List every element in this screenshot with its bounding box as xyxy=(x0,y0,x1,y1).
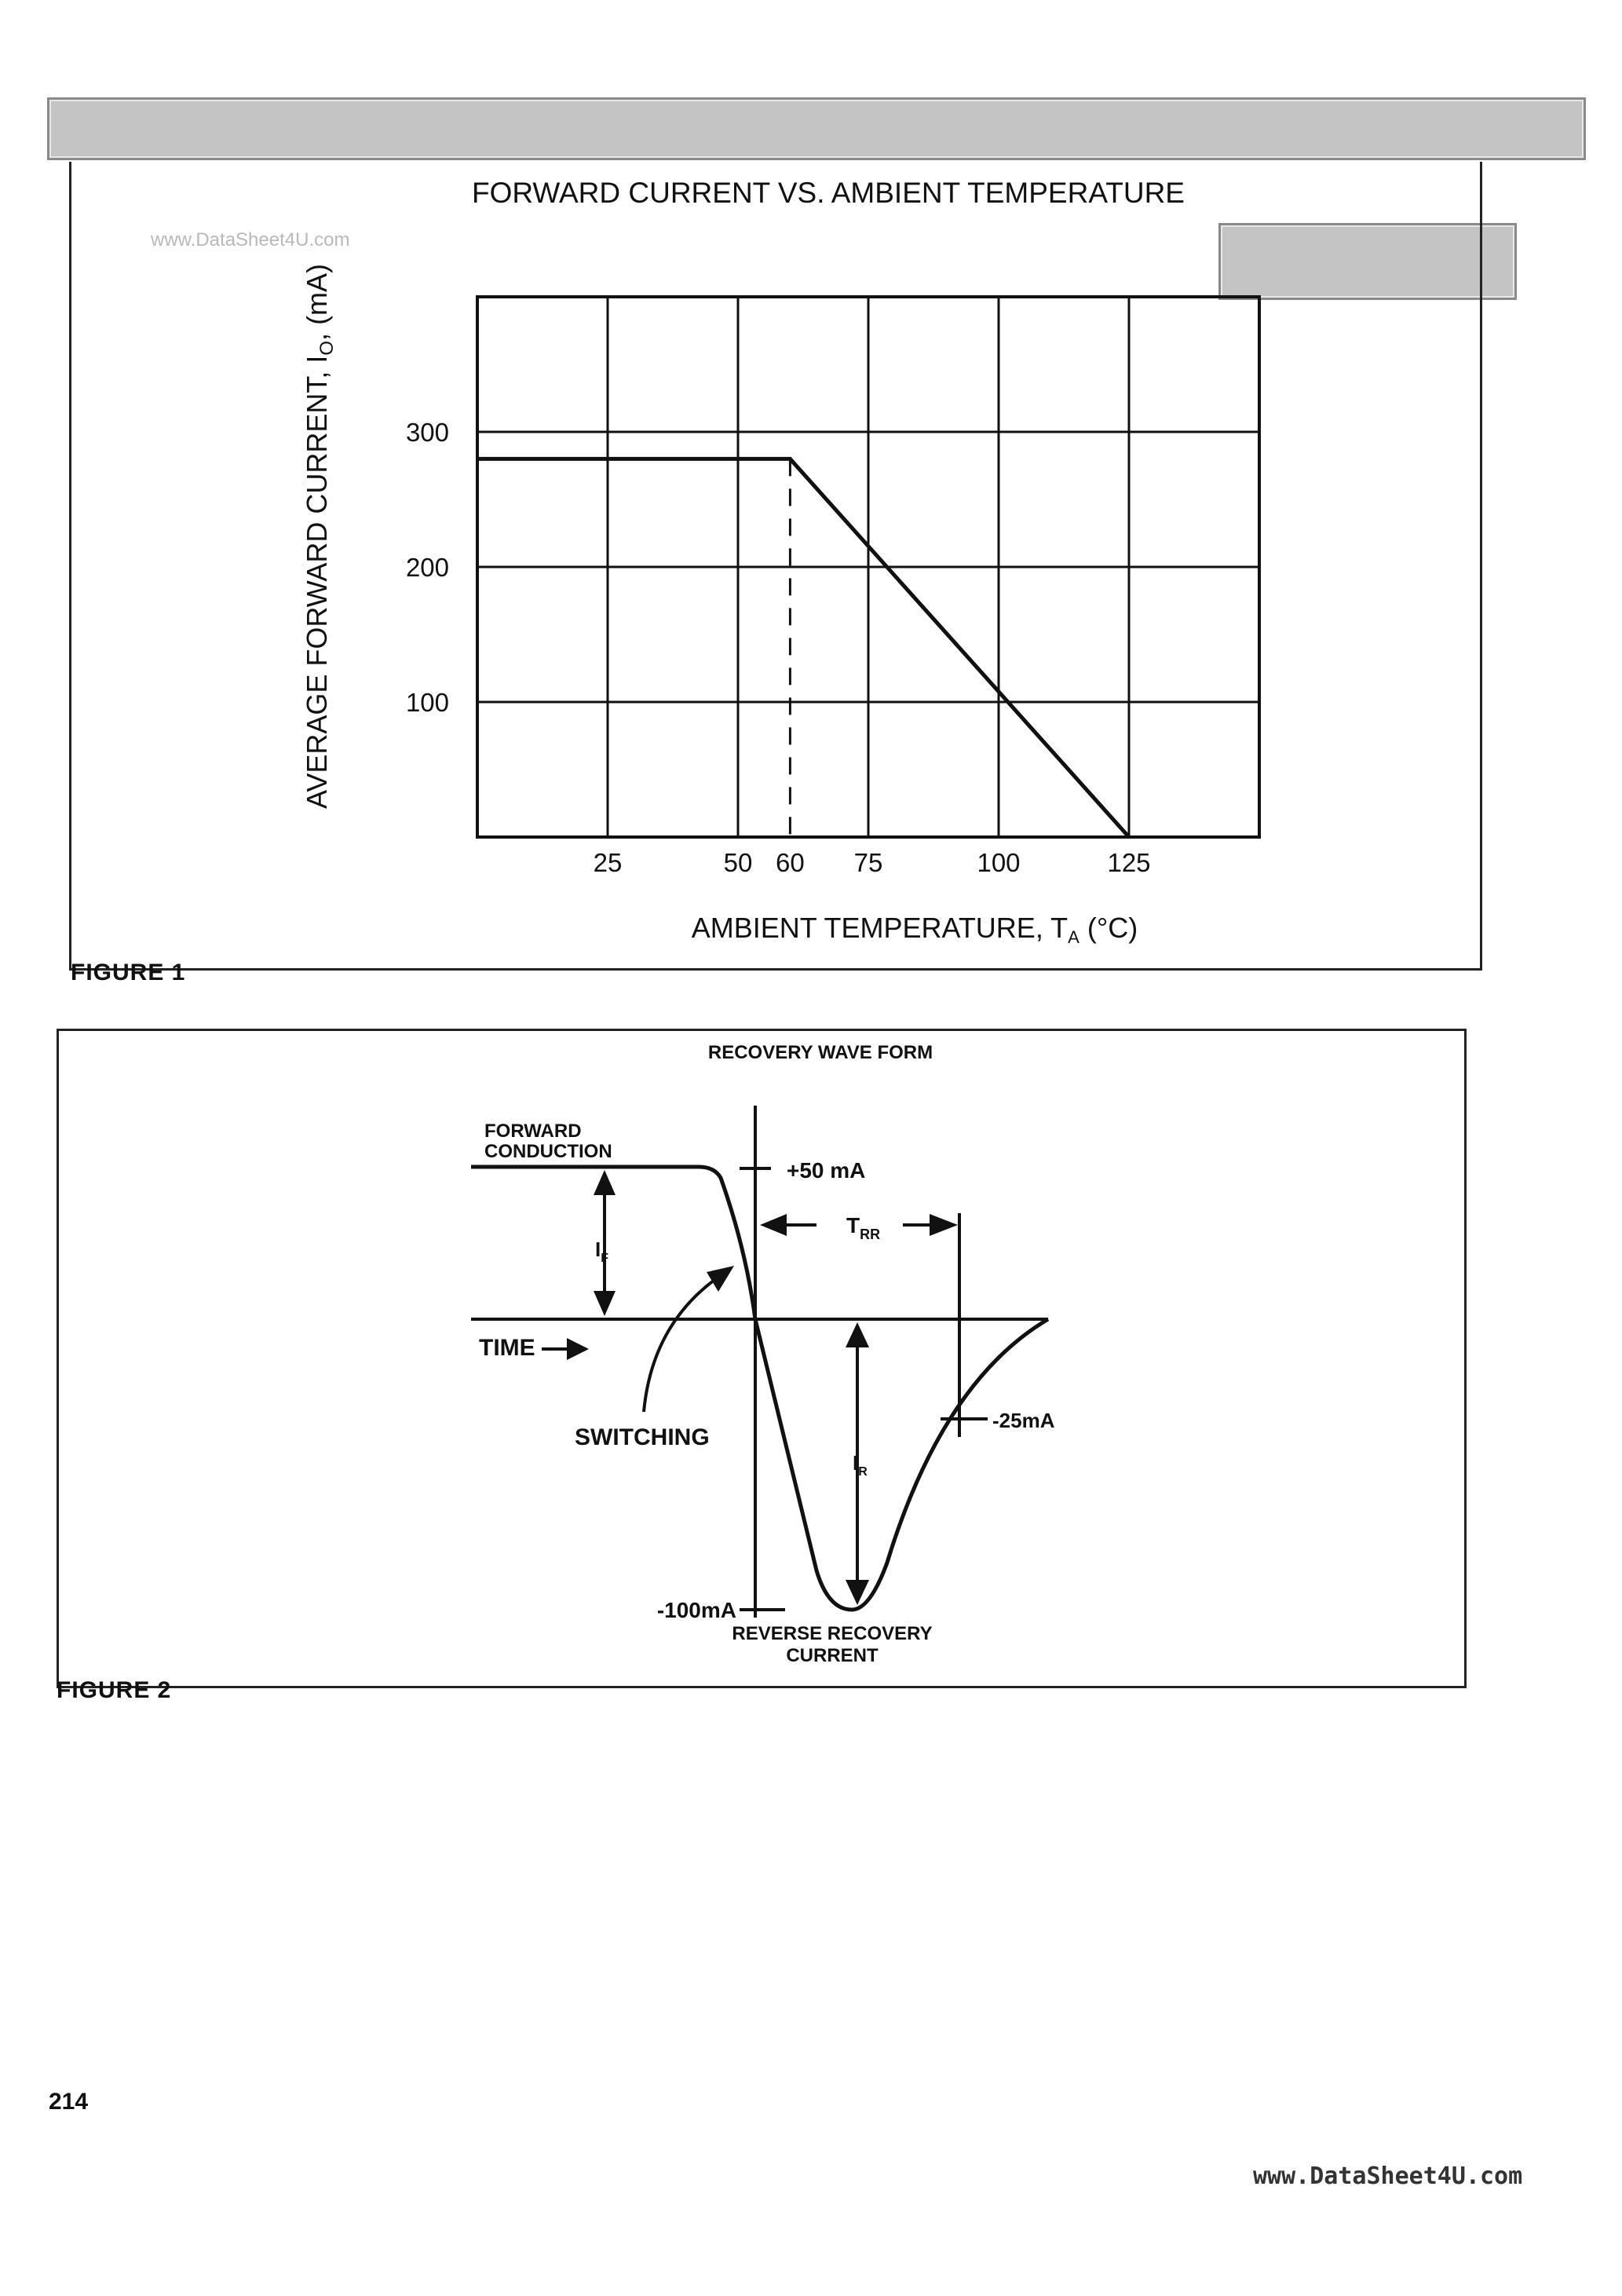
x-axis-label: AMBIENT TEMPERATURE, TA (°C) xyxy=(692,912,1138,947)
if-label: IF xyxy=(595,1238,608,1265)
waveform-curve xyxy=(471,1164,1050,1612)
x-tick-label: 100 xyxy=(977,848,1020,877)
plot-border xyxy=(476,295,1261,839)
figure2-waveform: RECOVERY WAVE FORM +50 mA -25mA -100mA T… xyxy=(471,1042,1055,1666)
x-tick-label: 125 xyxy=(1107,848,1150,877)
switching-label: SWITCHING xyxy=(575,1424,710,1450)
figure1-chart: FORWARD CURRENT VS. AMBIENT TEMPERATURE … xyxy=(301,177,1261,947)
footer-url: www.DataSheet4U.com xyxy=(1253,2163,1523,2190)
forward-label-1: FORWARD xyxy=(484,1121,582,1142)
recovery-title: RECOVERY WAVE FORM xyxy=(708,1042,933,1063)
chart-plot-area: 25 50 60 75 100 125 100 200 300 xyxy=(406,295,1261,877)
time-label: TIME xyxy=(479,1335,535,1361)
x-tick-label: 60 xyxy=(776,848,805,877)
minus25-label: -25mA xyxy=(992,1409,1055,1432)
reverse-label-2: CURRENT xyxy=(786,1645,879,1666)
ir-label: IR xyxy=(853,1451,868,1479)
derating-curve xyxy=(477,456,1131,839)
switching-pointer xyxy=(642,1278,716,1413)
trr-label: TRR xyxy=(846,1213,880,1242)
watermark-text: www.DataSheet4U.com xyxy=(151,229,350,250)
header-bar xyxy=(47,97,1586,160)
forward-label-2: CONDUCTION xyxy=(484,1141,612,1162)
y-tick-label: 200 xyxy=(406,553,449,582)
minus100-label: -100mA xyxy=(657,1598,736,1622)
figure1-caption: FIGURE 1 xyxy=(71,960,186,985)
section-tab-box xyxy=(1218,223,1517,300)
plus50-label: +50 mA xyxy=(787,1158,865,1183)
y-tick-label: 300 xyxy=(406,418,449,447)
reverse-label-1: REVERSE RECOVERY xyxy=(732,1623,932,1644)
figure2-caption: FIGURE 2 xyxy=(57,1677,172,1703)
figure2-frame xyxy=(57,1029,1467,1688)
page-number: 214 xyxy=(49,2089,89,2115)
y-tick-label: 100 xyxy=(406,688,449,717)
chart-title: FORWARD CURRENT VS. AMBIENT TEMPERATURE xyxy=(472,177,1185,209)
x-tick-label: 50 xyxy=(724,848,753,877)
figure1-frame xyxy=(69,162,1482,971)
x-tick-label: 75 xyxy=(854,848,883,877)
x-tick-label: 25 xyxy=(594,848,623,877)
y-axis-label: AVERAGE FORWARD CURRENT, IO, (mA) xyxy=(301,264,338,809)
